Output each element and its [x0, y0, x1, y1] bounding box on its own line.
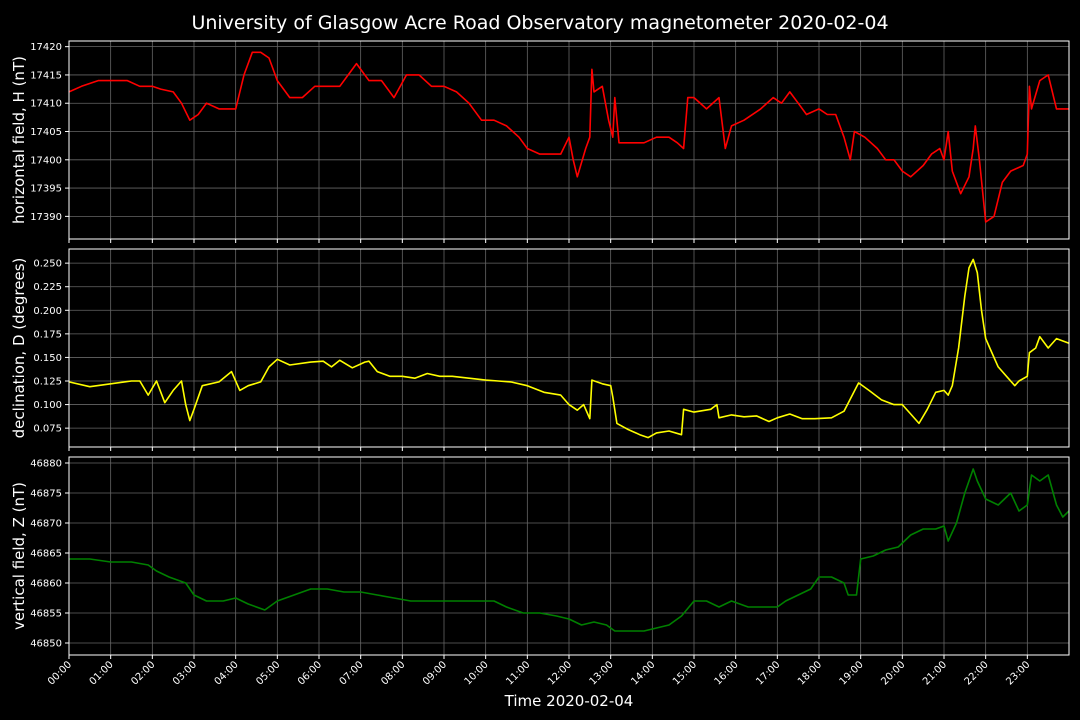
x-tick-label: 18:00 [796, 659, 824, 687]
y-tick-label: 46850 [30, 639, 62, 650]
panels-layer: 17390 17395 17400 17405 17410 17415 17420horiz… [10, 40, 1070, 688]
y-tick-label: 17415 [30, 70, 62, 81]
y-axis-label: declination, D (degrees) [10, 258, 28, 439]
y-tick-label: 0.125 [33, 377, 62, 388]
series-line [68, 258, 1070, 439]
panel-frame [68, 248, 1070, 448]
y-tick-label: 17400 [30, 155, 62, 166]
x-tick-label: 08:00 [379, 659, 407, 687]
x-axis-label: Time 2020-02-04 [504, 692, 634, 710]
y-axis-label: vertical field, Z (nT) [10, 482, 28, 630]
y-tick-label: 17410 [30, 99, 62, 110]
y-tick-label: 17395 [30, 184, 62, 195]
x-tick-label: 16:00 [713, 659, 741, 687]
x-tick-label: 03:00 [171, 659, 199, 687]
x-tick-label: 19:00 [838, 659, 866, 687]
x-tick-label: 05:00 [254, 659, 282, 687]
x-tick-label: 01:00 [88, 659, 116, 687]
x-tick-label: 23:00 [1004, 659, 1032, 687]
x-tick-label: 21:00 [921, 659, 949, 687]
x-tick-label: 20:00 [879, 659, 907, 687]
x-tick-label: 06:00 [296, 659, 324, 687]
x-tick-label: 13:00 [588, 659, 616, 687]
y-tick-label: 46875 [30, 489, 62, 500]
y-tick-label: 0.225 [33, 282, 62, 293]
y-tick-label: 17390 [30, 212, 62, 223]
x-tick-label: 10:00 [463, 659, 491, 687]
series-line [68, 51, 1069, 223]
x-tick-label: 09:00 [421, 659, 449, 687]
y-tick-label: 0.250 [33, 259, 62, 270]
y-tick-label: 46870 [30, 519, 62, 530]
panel-frame [68, 40, 1070, 240]
x-tick-label: 02:00 [129, 659, 157, 687]
series-line [69, 468, 1070, 632]
x-tick-label: 17:00 [754, 659, 782, 687]
y-tick-label: 46860 [30, 579, 62, 590]
y-tick-label: 0.100 [33, 400, 62, 411]
x-tick-label: 12:00 [546, 659, 574, 687]
y-tick-label: 17420 [30, 42, 62, 53]
y-tick-label: 0.075 [33, 424, 62, 435]
y-tick-label: 46880 [30, 459, 62, 470]
y-tick-label: 0.200 [33, 306, 62, 317]
chart-title: University of Glasgow Acre Road Observat… [191, 12, 888, 34]
x-tick-label: 11:00 [504, 659, 532, 687]
panel-1: 17390 17395 17400 17405 17410 17415 17420horiz… [10, 40, 1070, 243]
x-tick-label: 14:00 [629, 659, 657, 687]
y-tick-label: 46865 [30, 549, 62, 560]
x-tick-label: 04:00 [213, 659, 241, 687]
x-tick-label: 00:00 [46, 659, 74, 687]
x-tick-label: 15:00 [671, 659, 699, 687]
panel-3: 46850 46855 46860 46865 46870 46875 46880 verti… [10, 456, 1070, 659]
y-tick-label: 46855 [30, 609, 62, 620]
y-tick-label: 0.150 [33, 353, 62, 364]
x-tick-label: 22:00 [963, 659, 991, 687]
y-tick-label: 17405 [30, 127, 62, 138]
y-axis-label: horizontal field, H (nT) [10, 56, 28, 224]
panel-2: 0.075 0.100 0.125 0.150 0.175 0.200 0.225 0.250… [10, 248, 1070, 451]
panel-frame [68, 456, 1070, 656]
x-tick-label: 07:00 [338, 659, 366, 687]
y-tick-label: 0.175 [33, 329, 62, 340]
